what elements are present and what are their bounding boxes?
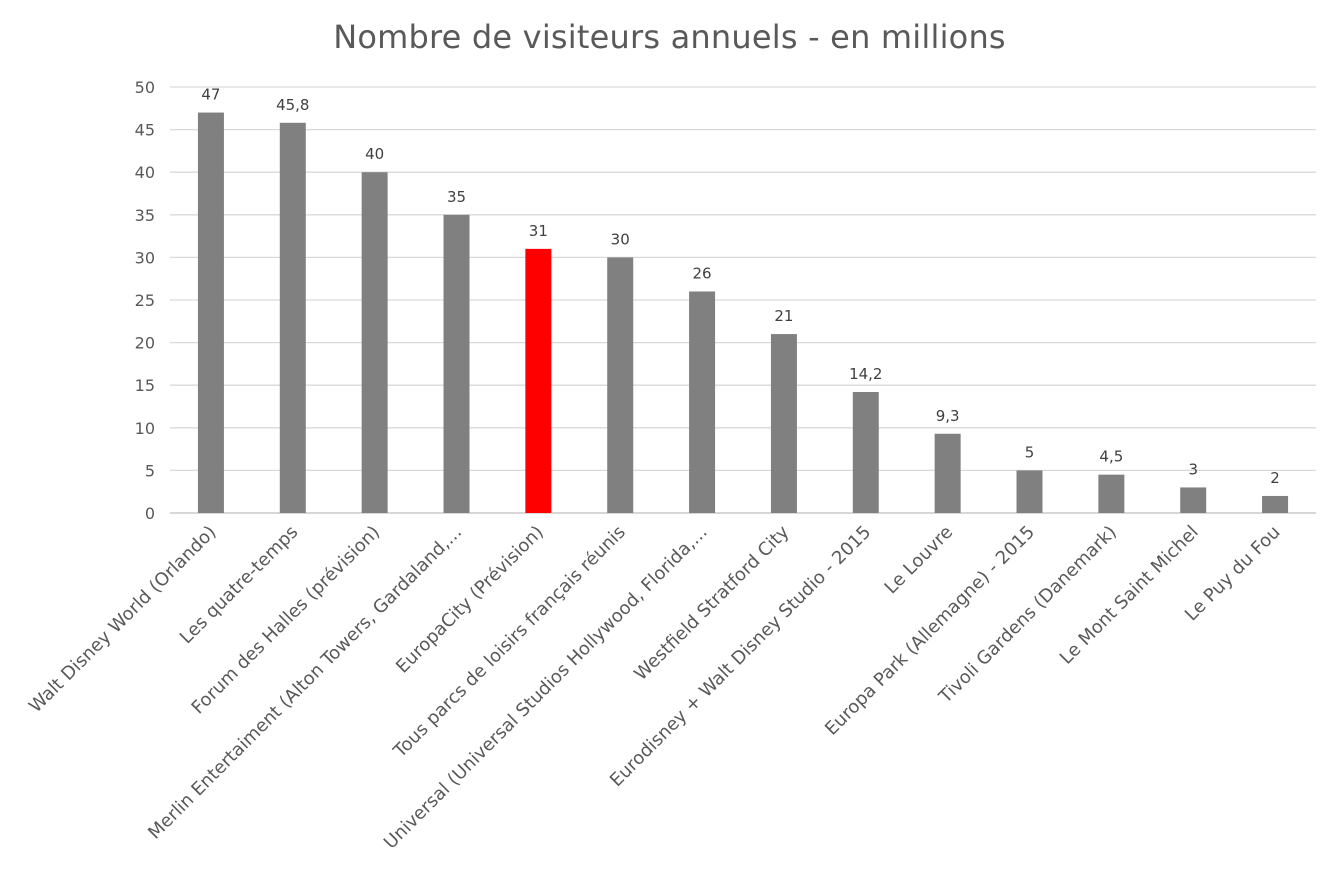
bar: [1262, 495, 1289, 513]
bar: [361, 172, 388, 513]
gridlines: [170, 86, 1316, 514]
y-tick-label: 40: [135, 163, 155, 182]
y-tick-label: 30: [135, 248, 155, 267]
y-axis-ticks: 0 5 10 15 20 25 30 35 40 45 50: [135, 78, 155, 523]
data-label: 9,3: [936, 407, 960, 425]
bar: [770, 334, 797, 513]
bar: [1098, 474, 1125, 513]
category-label: EuropaCity (Prévision): [392, 522, 548, 678]
data-label: 2: [1270, 469, 1280, 487]
data-label: 21: [774, 307, 793, 325]
category-label: Tivoli Gardens (Danemark): [934, 522, 1120, 708]
data-label: 40: [365, 145, 384, 163]
chart-title: Nombre de visiteurs annuels - en million…: [333, 18, 1006, 56]
bar: [1180, 487, 1207, 513]
y-tick-label: 10: [135, 419, 155, 438]
data-label: 5: [1025, 443, 1035, 461]
y-tick-label: 20: [135, 334, 155, 353]
y-tick-label: 25: [135, 291, 155, 310]
bar: [525, 248, 552, 513]
bar: [607, 257, 634, 513]
y-tick-label: 45: [135, 121, 155, 140]
bar: [689, 291, 716, 513]
category-label: Le Louvre: [881, 522, 958, 599]
data-label: 47: [201, 86, 220, 104]
category-label: Le Mont Saint Michel: [1056, 522, 1203, 669]
bars: [197, 112, 1289, 514]
bar: [279, 122, 306, 513]
x-axis-categories: Walt Disney World (Orlando)Les quatre-te…: [25, 521, 1285, 853]
data-label: 35: [447, 188, 466, 206]
bar: [1016, 470, 1043, 513]
y-tick-label: 0: [145, 504, 155, 523]
category-label: Merlin Entertaiment (Alton Towers, Garda…: [144, 522, 466, 844]
data-label: 26: [693, 264, 712, 282]
y-tick-label: 35: [135, 206, 155, 225]
category-label: Westfield Stratford City: [630, 521, 793, 684]
bar: [197, 112, 224, 513]
data-label: 30: [611, 230, 630, 248]
data-labels: 47 45,8 40 35 31 30 26 21 14,2 9,3 5 4,5 3 2: [201, 86, 1279, 487]
y-tick-label: 5: [145, 461, 155, 480]
y-tick-label: 50: [135, 78, 155, 97]
data-label: 4,5: [1099, 448, 1123, 466]
bar: [852, 392, 879, 513]
data-label: 14,2: [849, 365, 882, 383]
data-label: 31: [529, 222, 548, 240]
data-label: 3: [1188, 460, 1198, 478]
data-label: 45,8: [276, 96, 309, 114]
y-tick-label: 15: [135, 376, 155, 395]
bar: [443, 214, 470, 514]
bar: [934, 433, 961, 513]
